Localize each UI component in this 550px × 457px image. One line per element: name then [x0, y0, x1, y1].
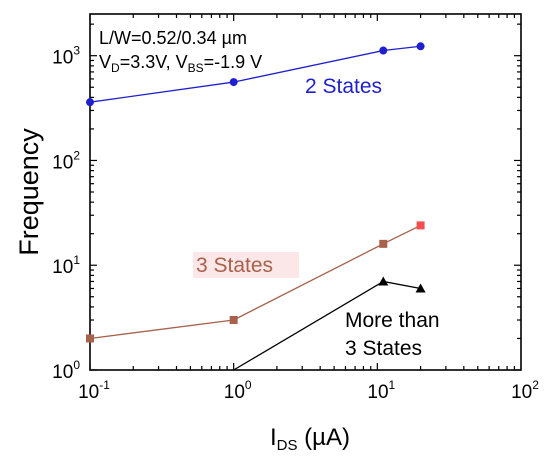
series-line [89, 45, 421, 103]
series-layer [86, 42, 426, 371]
data-point [229, 78, 238, 87]
data-point [416, 42, 425, 51]
series-label-more-than-line2: 3 States [345, 337, 422, 360]
data-point [379, 239, 388, 248]
y-tick-label: 103 [52, 44, 80, 69]
data-point [86, 334, 94, 343]
series-line [89, 224, 421, 340]
annotation-line1: L/W=0.52/0.34 µm [99, 28, 247, 48]
x-tick-label: 100 [224, 378, 252, 403]
series-2 [233, 276, 426, 371]
y-tick-label: 101 [52, 253, 80, 278]
series-1 [86, 221, 425, 343]
series-label-more-than-line1: More than [345, 309, 440, 332]
series-label-3-states-highlight [193, 252, 299, 278]
y-tick-label: 100 [52, 358, 80, 383]
axis-ticks [89, 14, 521, 371]
annotation-line2: VD=3.3V, VBS=-1.9 V [99, 52, 262, 75]
series-0 [86, 42, 425, 107]
y-tick-label: 102 [52, 148, 80, 173]
x-axis-title: IDS (µA) [270, 424, 350, 454]
x-tick-label: 101 [367, 378, 395, 403]
y-axis-title: Frequency [14, 128, 44, 256]
data-point [415, 283, 426, 293]
x-tick-label: 102 [511, 378, 539, 403]
data-point [379, 46, 388, 55]
data-point [416, 221, 425, 230]
data-point [229, 316, 238, 325]
series-label-3-states: 3 States [196, 254, 273, 277]
x-tick-label: 10-1 [78, 378, 110, 403]
series-label-2-states: 2 States [305, 75, 382, 98]
data-point [86, 98, 94, 107]
data-point [378, 276, 389, 286]
